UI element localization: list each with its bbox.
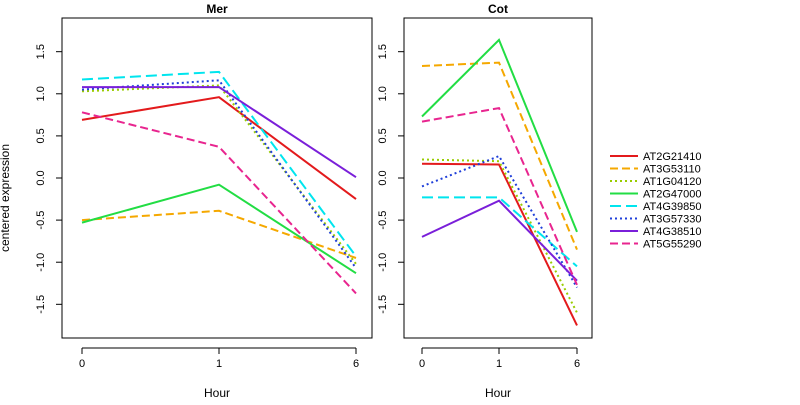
y-axis-label: centered expression xyxy=(0,144,12,252)
x-tick-label: 6 xyxy=(574,358,580,370)
series-line-AT3G53110 xyxy=(421,61,578,250)
panel-title: Cot xyxy=(488,2,508,16)
series-line-AT2G47000 xyxy=(421,38,578,233)
legend-label: AT3G57330 xyxy=(643,214,702,226)
series-line-AT2G21410 xyxy=(421,162,578,326)
y-tick-label: 1.5 xyxy=(35,44,47,59)
y-tick-label: 0.5 xyxy=(377,128,389,143)
series-line-AT3G53110 xyxy=(81,209,357,259)
y-tick-label: -1.5 xyxy=(35,295,47,314)
y-tick-label: 1.5 xyxy=(377,44,389,59)
y-tick-label: 0.5 xyxy=(35,128,47,143)
legend-label: AT4G38510 xyxy=(643,226,702,238)
y-tick-label: -1.5 xyxy=(377,295,389,314)
x-tick-label: 0 xyxy=(79,358,85,370)
y-tick-label: 0.0 xyxy=(35,170,47,185)
plot-frame xyxy=(403,17,593,339)
series-line-AT2G47000 xyxy=(81,183,357,275)
chart-panel-1 xyxy=(398,17,593,354)
series-line-AT4G39850 xyxy=(81,70,357,257)
panel-title: Mer xyxy=(206,2,228,16)
x-tick-label: 1 xyxy=(216,358,222,370)
series-line-AT4G39850 xyxy=(422,196,578,268)
series-line-AT2G21410 xyxy=(81,96,357,200)
x-axis-label: Hour xyxy=(204,386,230,400)
y-tick-label: -0.5 xyxy=(377,211,389,230)
x-tick-label: 6 xyxy=(353,358,359,370)
y-tick-label: 0.0 xyxy=(377,170,389,185)
y-tick-label: -1.0 xyxy=(35,253,47,272)
series-line-AT5G55290 xyxy=(421,106,578,286)
x-tick-label: 1 xyxy=(496,358,502,370)
series-line-AT4G38510 xyxy=(82,86,357,179)
legend-label: AT3G53110 xyxy=(643,164,701,176)
legend-label: AT1G04120 xyxy=(643,176,702,188)
legend-label: AT2G21410 xyxy=(643,151,702,163)
series-line-AT5G55290 xyxy=(81,111,357,295)
x-axis-label: Hour xyxy=(485,386,511,400)
y-tick-label: 1.0 xyxy=(35,86,47,101)
plot-frame xyxy=(61,17,373,339)
legend: AT2G21410AT3G53110AT1G04120AT2G47000AT4G… xyxy=(610,151,702,251)
series-line-AT1G04120 xyxy=(81,84,357,265)
legend-label: AT4G39850 xyxy=(643,201,702,213)
x-tick-label: 0 xyxy=(419,358,425,370)
series-line-AT4G38510 xyxy=(421,199,578,282)
chart-panel-0 xyxy=(56,17,373,354)
legend-label: AT5G55290 xyxy=(643,239,702,251)
y-tick-label: -1.0 xyxy=(377,253,389,272)
y-tick-label: -0.5 xyxy=(35,211,47,230)
series-line-AT3G57330 xyxy=(81,79,357,269)
legend-label: AT2G47000 xyxy=(643,189,702,201)
series-line-AT1G04120 xyxy=(421,158,578,314)
y-tick-label: 1.0 xyxy=(377,86,389,101)
